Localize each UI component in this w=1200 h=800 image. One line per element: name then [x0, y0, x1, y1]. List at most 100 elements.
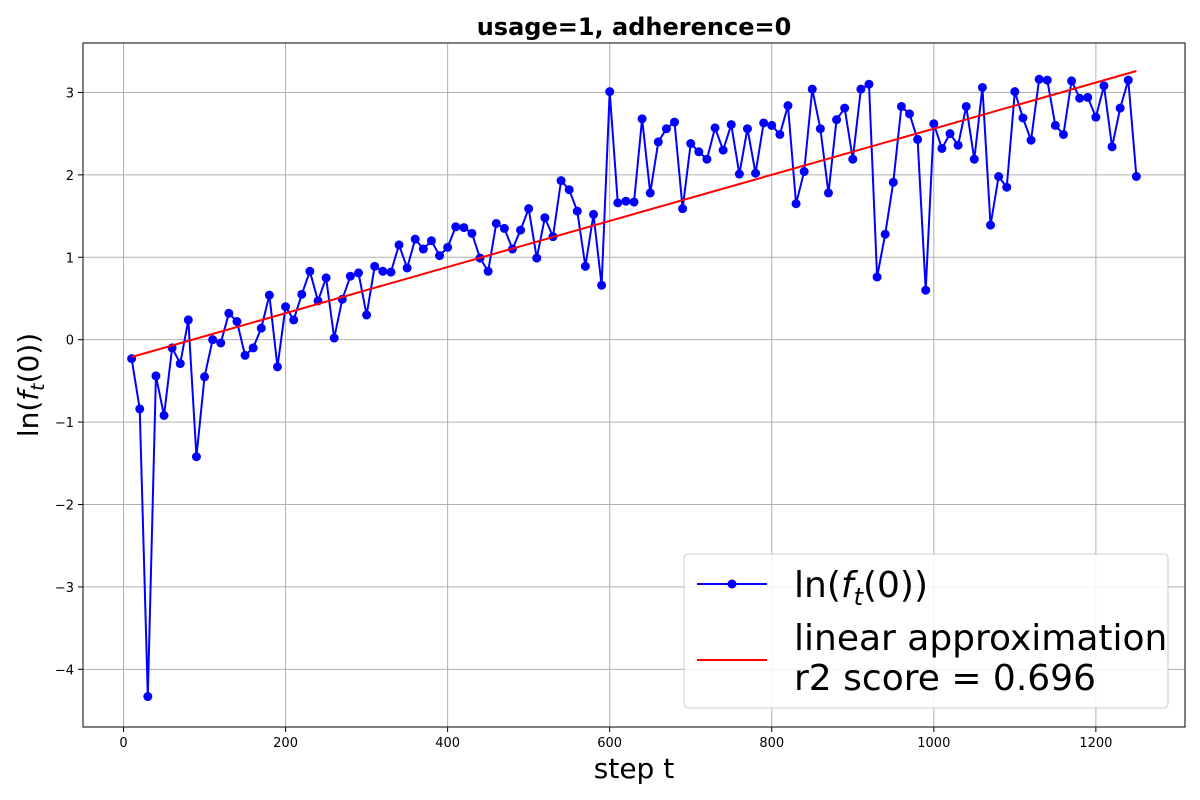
data-point [159, 410, 169, 420]
data-point [1010, 87, 1020, 97]
data-point [240, 350, 250, 360]
data-point [1083, 92, 1093, 102]
data-point [426, 236, 436, 246]
y-tick-label: 0 [66, 334, 74, 349]
data-point [742, 124, 752, 134]
x-tick-label: 200 [273, 736, 298, 751]
data-point [378, 266, 388, 276]
data-point [621, 196, 631, 206]
data-point [1026, 135, 1036, 145]
legend-label-main: ln(ft(0)) [794, 565, 928, 611]
data-point [289, 315, 299, 325]
data-point [580, 261, 590, 271]
data-point [661, 124, 671, 134]
data-point [856, 84, 866, 94]
data-point [232, 317, 242, 327]
y-tick-label: −3 [55, 581, 74, 596]
data-point [799, 167, 809, 177]
data-point [896, 101, 906, 111]
data-point [1058, 129, 1068, 139]
legend-box [683, 553, 1169, 709]
data-point [710, 123, 720, 133]
data-point [807, 84, 817, 94]
data-point [880, 229, 890, 239]
data-point [410, 234, 420, 244]
data-point [1099, 81, 1109, 91]
data-point [945, 129, 955, 139]
data-point [969, 154, 979, 164]
data-point [597, 280, 607, 290]
x-axis-label: step t [594, 752, 674, 785]
data-point [637, 114, 647, 124]
data-point [1131, 172, 1141, 181]
data-point [345, 271, 355, 281]
data-point [783, 101, 793, 111]
y-tick-label: 1 [66, 251, 74, 266]
data-point [443, 242, 453, 252]
data-point [297, 289, 307, 299]
x-tick-label: 1200 [1079, 736, 1112, 751]
data-point [791, 199, 801, 209]
data-point [264, 290, 274, 300]
data-point [208, 335, 218, 345]
data-point [386, 267, 396, 277]
data-point [1107, 142, 1117, 152]
data-point [613, 198, 623, 208]
legend-label-main-sub: t [854, 583, 865, 611]
x-tick-label: 800 [759, 736, 784, 751]
data-point [191, 452, 201, 462]
data-point [1042, 75, 1052, 85]
data-point [1091, 112, 1101, 122]
tick-layer: 0 200 400 600 800 1000 1200 −4 −3 −2 −1 0 1 2 3 [55, 86, 1113, 751]
data-point [524, 204, 534, 214]
data-point [961, 101, 971, 111]
data-point [532, 253, 542, 263]
data-point [588, 209, 598, 219]
data-point [977, 83, 987, 92]
data-point [1050, 120, 1060, 130]
data-point [718, 145, 728, 155]
data-point [305, 266, 315, 276]
y-tick-label: 3 [66, 86, 74, 101]
data-point [670, 117, 680, 127]
y-axis-label-ln: ln( [12, 401, 45, 437]
data-point [499, 223, 509, 233]
data-point [726, 120, 736, 130]
data-point [1018, 113, 1028, 123]
data-point [467, 228, 477, 238]
data-point [921, 285, 931, 295]
data-point [370, 261, 380, 271]
y-tick-label: 2 [66, 169, 74, 184]
data-point [435, 251, 445, 261]
data-point [888, 177, 898, 187]
y-tick-label: −4 [55, 663, 74, 678]
data-point [516, 225, 526, 235]
data-point [564, 185, 574, 195]
x-tick-label: 1000 [917, 736, 950, 751]
data-point [540, 213, 550, 223]
data-point [605, 87, 615, 97]
data-point [1067, 76, 1077, 86]
data-point [394, 240, 404, 250]
data-point [216, 338, 226, 348]
data-point [556, 176, 566, 186]
legend-marker-main [727, 579, 737, 589]
data-point [1115, 103, 1125, 113]
data-point [224, 308, 234, 318]
data-point [418, 244, 428, 254]
data-point [913, 134, 923, 144]
data-point [986, 220, 996, 230]
data-point [1075, 93, 1085, 103]
data-point [402, 263, 412, 273]
data-point [929, 119, 939, 129]
data-point [1034, 74, 1044, 84]
legend: ln(ft(0)) linear approximation r2 score … [683, 553, 1169, 709]
data-point [759, 118, 769, 128]
data-point [686, 139, 696, 149]
data-point [734, 169, 744, 179]
x-tick-label: 600 [597, 736, 622, 751]
data-point [248, 343, 258, 353]
data-point [459, 223, 469, 233]
data-point [775, 129, 785, 139]
data-point [953, 140, 963, 150]
